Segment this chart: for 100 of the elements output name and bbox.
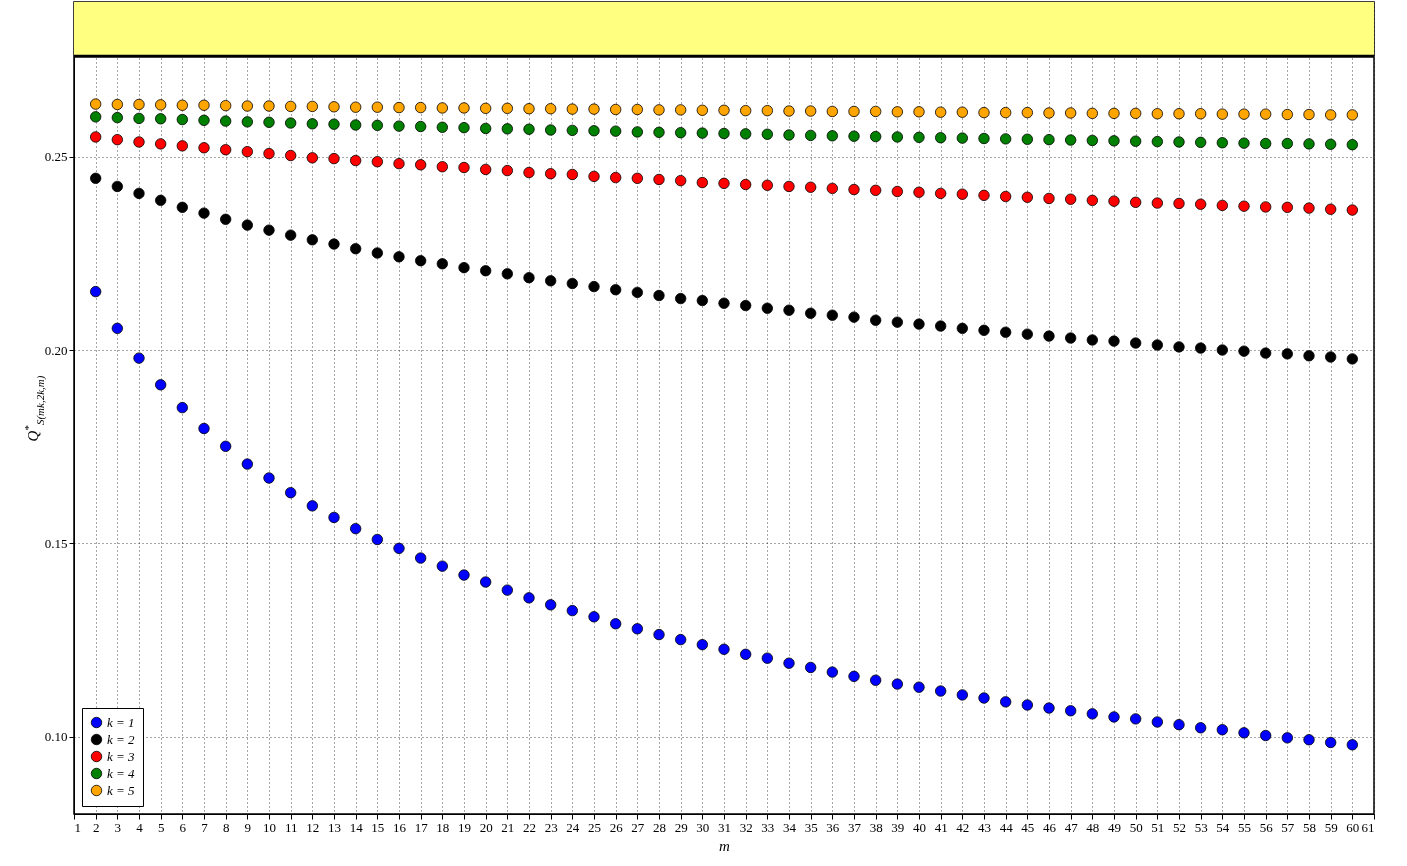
point: [328, 118, 340, 130]
point: [263, 116, 275, 128]
point: [371, 101, 383, 113]
point: [675, 292, 687, 305]
point: [1238, 200, 1250, 212]
x-tick-label: 41: [934, 819, 948, 835]
point: [436, 161, 448, 173]
x-tick-label: 27: [631, 819, 645, 835]
point: [1000, 106, 1012, 119]
point: [1043, 330, 1055, 342]
point: [956, 689, 968, 701]
point: [501, 584, 513, 596]
point: [1130, 107, 1142, 119]
point: [1130, 196, 1142, 208]
point: [675, 633, 687, 646]
x-tick-label: 7: [201, 819, 209, 835]
x-tick-label: 6: [179, 819, 187, 835]
x-tick-label: 53: [1194, 819, 1208, 835]
point: [1151, 108, 1163, 120]
x-tick-label: 31: [718, 819, 731, 835]
point: [610, 171, 622, 184]
point: [1346, 353, 1358, 365]
point: [566, 103, 578, 115]
point: [1021, 699, 1033, 711]
point: [523, 592, 535, 604]
x-tick-label: 5: [157, 819, 165, 835]
point: [1130, 135, 1142, 147]
point: [220, 99, 232, 112]
point: [1303, 202, 1315, 214]
x-tick-label: 47: [1064, 819, 1079, 835]
point: [1195, 198, 1207, 210]
point: [1238, 137, 1250, 149]
point: [458, 102, 470, 114]
point: [523, 103, 535, 115]
point: [653, 126, 665, 138]
x-tick-label: 25: [588, 819, 601, 835]
point: [1238, 727, 1250, 739]
point: [480, 576, 492, 588]
point: [1043, 134, 1055, 146]
x-tick-label: 45: [1021, 819, 1035, 835]
point: [263, 472, 275, 484]
point: [371, 156, 383, 168]
point: [1216, 724, 1228, 736]
point: [328, 511, 340, 524]
point: [1130, 337, 1142, 349]
point: [1086, 334, 1098, 346]
point: [653, 289, 665, 302]
point: [1108, 135, 1120, 147]
x-tick-label: 35: [804, 819, 818, 835]
point: [436, 560, 448, 572]
point: [133, 352, 145, 364]
point: [805, 181, 817, 193]
point: [220, 213, 232, 225]
x-tick-label: 18: [436, 819, 450, 835]
point: [306, 152, 318, 164]
x-tick-label: 17: [414, 819, 429, 835]
point: [631, 623, 643, 635]
point: [1151, 339, 1163, 351]
point: [241, 146, 253, 158]
x-tick-label: 49: [1108, 819, 1121, 835]
point: [826, 130, 838, 142]
y-tick-label: 0.15: [44, 535, 68, 551]
x-tick-label: 9: [244, 819, 252, 835]
point: [935, 187, 947, 200]
point: [956, 188, 968, 200]
point: [826, 182, 838, 195]
point: [1065, 332, 1077, 344]
point: [1000, 190, 1012, 203]
point: [111, 180, 123, 193]
point: [111, 134, 123, 146]
point: [631, 126, 643, 138]
x-tick-label: 57: [1281, 819, 1295, 835]
point: [1043, 192, 1055, 205]
point: [306, 100, 318, 113]
x-tick-label: 54: [1216, 819, 1230, 835]
point: [1260, 137, 1272, 150]
point: [155, 113, 167, 125]
point: [696, 104, 708, 116]
point: [675, 127, 687, 139]
point: [718, 177, 730, 189]
point: [1021, 106, 1033, 119]
point: [1065, 107, 1077, 119]
point: [1260, 347, 1272, 359]
point: [306, 234, 318, 246]
point: [1303, 108, 1315, 121]
point: [1260, 108, 1272, 120]
point: [783, 304, 795, 316]
point: [761, 652, 773, 664]
y-tick-label: 0.10: [44, 729, 68, 745]
point: [350, 523, 362, 535]
point: [415, 159, 427, 171]
x-tick-label: 52: [1173, 819, 1186, 835]
point: [501, 123, 513, 135]
x-tick-label: 33: [761, 819, 775, 835]
point: [1281, 201, 1293, 213]
point: [870, 130, 882, 143]
point: [1281, 348, 1293, 360]
x-tick-label: 8: [222, 819, 230, 835]
point: [566, 277, 578, 290]
point: [1086, 194, 1098, 206]
